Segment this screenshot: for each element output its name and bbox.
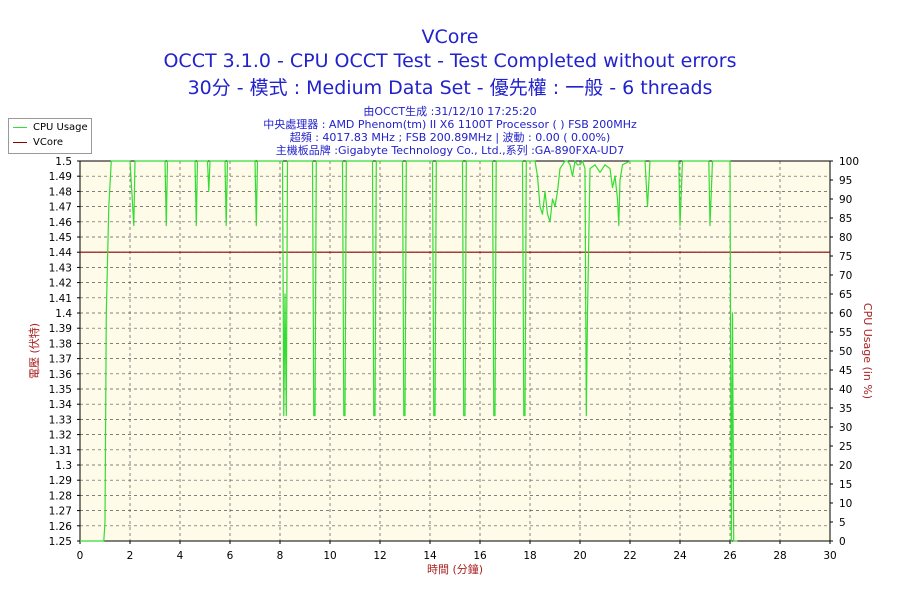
y-tick-label: 1.26	[49, 521, 73, 533]
chart-legend: CPU Usage VCore	[8, 118, 92, 154]
y-tick-label: 1.44	[49, 247, 73, 259]
y-tick-label: 1.31	[49, 445, 72, 457]
info-generated: 由OCCT生成 :31/12/10 17:25:20	[363, 105, 537, 118]
series-line-cpu-usage	[80, 160, 738, 542]
y2-tick-label: 100	[839, 156, 859, 168]
legend-item-vcore: VCore	[13, 136, 63, 150]
x-tick-label: 18	[523, 550, 536, 562]
y-tick-label: 1.36	[49, 369, 73, 381]
y-tick-label: 1.35	[49, 384, 72, 396]
y2-tick-label: 35	[839, 403, 852, 415]
y-tick-label: 1.47	[49, 202, 72, 214]
x-tick-label: 26	[723, 550, 737, 562]
x-tick-label: 24	[673, 550, 687, 562]
y-tick-label: 1.29	[49, 475, 72, 487]
y2-tick-label: 65	[839, 289, 852, 301]
y-tick-label: 1.41	[49, 293, 72, 305]
y2-tick-label: 70	[839, 270, 852, 282]
y-tick-label: 1.25	[49, 536, 72, 548]
y-tick-label: 1.43	[49, 262, 72, 274]
y2-tick-label: 95	[839, 175, 852, 187]
x-tick-label: 10	[323, 550, 336, 562]
y-tick-label: 1.46	[49, 217, 73, 229]
y2-tick-label: 5	[839, 517, 846, 529]
y-tick-label: 1.34	[49, 399, 73, 411]
x-tick-label: 2	[127, 550, 134, 562]
y2-axis-title: CPU Usage (in %)	[861, 303, 874, 399]
x-tick-label: 16	[473, 550, 487, 562]
chart-subtitle-test: OCCT 3.1.0 - CPU OCCT Test - Test Comple…	[163, 50, 737, 72]
y-tick-label: 1.4	[55, 308, 72, 320]
y2-tick-label: 40	[839, 384, 852, 396]
x-tick-label: 14	[423, 550, 437, 562]
y2-tick-label: 20	[839, 460, 852, 472]
plot-area	[80, 161, 830, 541]
legend-item-cpu-usage: CPU Usage	[13, 121, 88, 135]
y2-tick-label: 15	[839, 479, 852, 491]
info-motherboard: 主機板品牌 :Gigabyte Technology Co., Ltd.,系列 …	[275, 144, 625, 157]
legend-swatch-cpu-usage	[13, 126, 27, 128]
y-tick-label: 1.39	[49, 323, 72, 335]
y2-tick-label: 75	[839, 251, 852, 263]
y-tick-label: 1.3	[55, 460, 72, 472]
y-tick-label: 1.33	[49, 414, 72, 426]
y-tick-label: 1.42	[49, 278, 72, 290]
y2-tick-label: 25	[839, 441, 852, 453]
x-tick-label: 12	[373, 550, 386, 562]
y-tick-label: 1.5	[55, 156, 72, 168]
x-tick-label: 30	[823, 550, 836, 562]
y2-tick-label: 10	[839, 498, 852, 510]
y-tick-label: 1.28	[49, 490, 72, 502]
x-tick-label: 0	[77, 550, 84, 562]
y-tick-label: 1.37	[49, 354, 72, 366]
y2-tick-label: 55	[839, 327, 852, 339]
y2-tick-label: 0	[839, 536, 846, 548]
x-tick-label: 6	[227, 550, 234, 562]
y2-tick-label: 45	[839, 365, 852, 377]
y2-tick-label: 30	[839, 422, 852, 434]
y-tick-label: 1.48	[49, 186, 72, 198]
x-tick-label: 4	[177, 550, 184, 562]
x-axis-title: 時間 (分鐘)	[427, 562, 483, 576]
y2-tick-label: 60	[839, 308, 852, 320]
x-tick-label: 22	[623, 550, 636, 562]
legend-swatch-vcore	[13, 141, 27, 143]
y-tick-label: 1.45	[49, 232, 72, 244]
y-tick-label: 1.38	[49, 338, 72, 350]
info-cpu: 中央處理器 : AMD Phenom(tm) II X6 1100T Proce…	[263, 118, 637, 131]
y-tick-label: 1.49	[49, 171, 72, 183]
y2-tick-label: 90	[839, 194, 852, 206]
y-tick-label: 1.32	[49, 430, 72, 442]
y2-tick-label: 50	[839, 346, 852, 358]
chart-title: VCore	[421, 26, 479, 48]
x-tick-label: 20	[573, 550, 586, 562]
x-tick-label: 28	[773, 550, 786, 562]
info-overclock: 超頻 : 4017.83 MHz ; FSB 200.89MHz | 波動 : …	[289, 131, 611, 144]
chart-subtitle-mode: 30分 - 模式 : Medium Data Set - 優先權 : 一般 - …	[187, 77, 713, 99]
x-tick-label: 8	[277, 550, 284, 562]
legend-label-vcore: VCore	[33, 137, 63, 148]
y2-tick-label: 80	[839, 232, 852, 244]
y-tick-label: 1.27	[49, 506, 72, 518]
y2-tick-label: 85	[839, 213, 852, 225]
legend-label-cpu-usage: CPU Usage	[33, 122, 88, 133]
y-axis-title: 電壓 (伏特)	[27, 323, 41, 379]
